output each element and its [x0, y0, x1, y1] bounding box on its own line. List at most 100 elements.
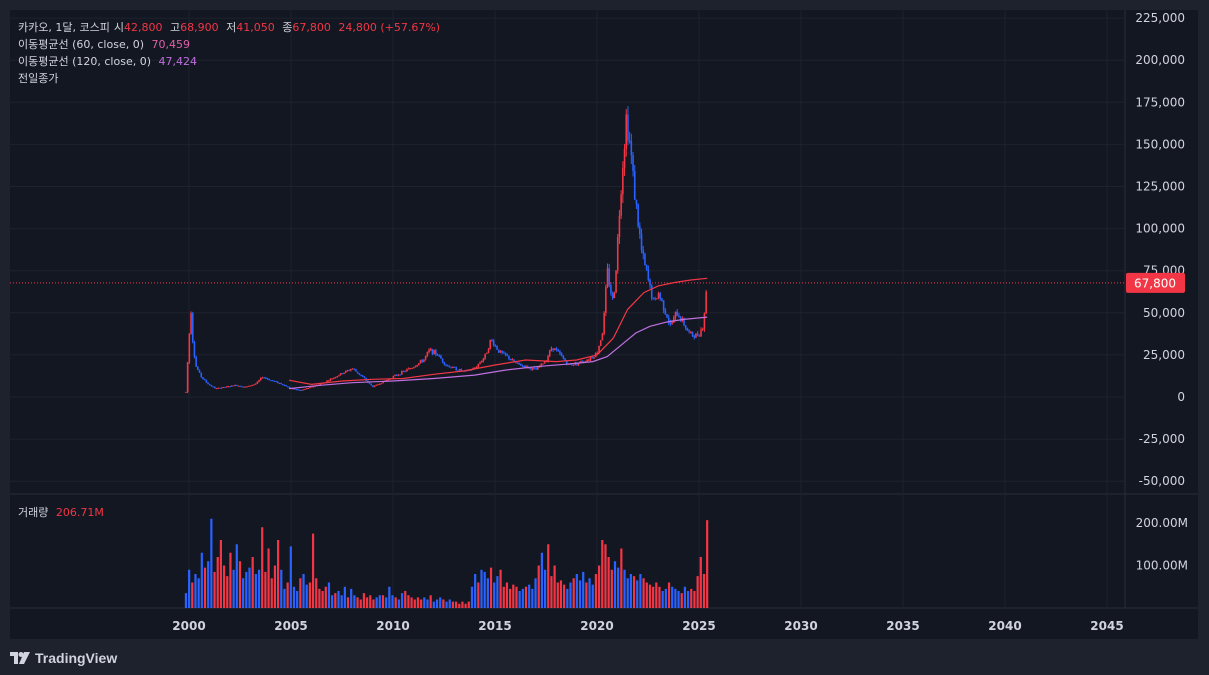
volume-bar	[445, 601, 448, 608]
candle-body	[231, 385, 233, 387]
candle-body	[344, 370, 347, 373]
volume-bar	[203, 567, 207, 608]
candle-body	[475, 366, 478, 368]
candle-body	[649, 279, 651, 286]
candle-body	[698, 335, 701, 337]
candle-body	[601, 333, 604, 341]
price-tick-label: 225,000	[1135, 11, 1185, 25]
candle-body	[191, 313, 194, 343]
price-tick-label: 50,000	[1143, 306, 1185, 320]
candle-body	[650, 285, 653, 299]
legend-volume[interactable]: 거래량 206.71M	[18, 504, 108, 520]
time-tick-label: 2020	[580, 619, 613, 633]
candle-body	[518, 362, 520, 365]
candle-body	[479, 362, 481, 364]
volume-bar	[207, 561, 210, 608]
candle-body	[611, 293, 614, 299]
candle-body	[256, 381, 259, 384]
candle-body	[486, 352, 488, 354]
candle-body	[627, 114, 629, 141]
tradingview-logo[interactable]: TradingView	[10, 649, 117, 667]
volume-bar	[591, 584, 594, 608]
chart-canvas[interactable]: 225,000 200,000 175,000 150,000 125,000 100,0…	[10, 10, 1198, 639]
volume-bar	[502, 586, 505, 608]
candle-body	[278, 382, 281, 384]
volume-bar	[343, 586, 346, 608]
ma60-value: 70,459	[151, 38, 191, 51]
volume-bar	[375, 597, 378, 608]
candle-body	[497, 349, 500, 353]
price-tick-label: 25,000	[1143, 348, 1185, 362]
volume-bar	[213, 571, 216, 608]
volume-bar	[493, 582, 496, 608]
candle-body	[355, 369, 357, 372]
candle-body	[540, 363, 543, 367]
volume-bar	[537, 565, 540, 608]
legend-ma60[interactable]: 이동평균선 (60, close, 0) 70,459	[18, 36, 194, 52]
candle-body	[588, 359, 590, 361]
candle-body	[652, 298, 655, 300]
legend-ma120[interactable]: 이동평균선 (120, close, 0) 47,424	[18, 53, 201, 69]
candle-body	[528, 367, 531, 369]
candle-body	[343, 372, 345, 374]
volume-bar	[400, 593, 404, 608]
candle-body	[363, 376, 366, 379]
volume-bar	[420, 599, 423, 608]
candle-body	[520, 364, 522, 366]
volume-bar	[283, 588, 286, 608]
candle-body	[373, 385, 376, 388]
candle-body	[450, 367, 452, 369]
candle-body	[669, 322, 672, 325]
candle-body	[210, 385, 213, 387]
volume-bar	[556, 582, 559, 608]
candle-body	[236, 384, 238, 386]
candle-body	[368, 382, 371, 384]
volume-bar	[362, 593, 366, 608]
candle-body	[593, 357, 595, 359]
volume-bar	[229, 552, 232, 608]
candle-body	[242, 386, 245, 388]
legend-open: 42,800	[123, 21, 163, 34]
candle-body	[287, 386, 289, 388]
volume-bar	[629, 574, 632, 608]
candle-body	[326, 380, 328, 383]
candle-body	[263, 377, 265, 379]
volume-bar	[254, 574, 257, 608]
candle-body	[377, 384, 379, 386]
volume-bar	[632, 576, 636, 608]
candle-body	[334, 377, 337, 379]
candle-body	[489, 339, 492, 349]
candle-body	[215, 388, 218, 390]
volume-bar	[540, 552, 544, 608]
legend-low: 41,050	[236, 21, 275, 34]
candle-body	[222, 386, 225, 388]
candle-body	[564, 358, 566, 361]
candle-body	[482, 358, 485, 362]
candle-body	[282, 383, 284, 386]
volume-bar	[553, 565, 556, 608]
candle-body	[516, 362, 519, 364]
volume-bar	[391, 595, 394, 608]
legend-prev-close[interactable]: 전일종가	[18, 70, 62, 86]
volume-bar	[699, 557, 702, 608]
volume-bar	[642, 578, 645, 608]
candle-body	[268, 379, 271, 381]
candle-body	[300, 389, 303, 391]
candle-body	[338, 375, 340, 377]
candle-body	[399, 374, 401, 376]
volume-bar	[677, 591, 680, 608]
volume-bar	[197, 578, 200, 608]
candle-body	[441, 358, 444, 363]
volume-bar	[489, 567, 493, 608]
volume-bar	[683, 586, 687, 608]
candle-body	[598, 345, 600, 354]
candle-body	[552, 348, 554, 351]
candle-body	[372, 385, 374, 388]
volume-bar	[442, 599, 445, 608]
volume-bar	[671, 586, 674, 608]
candle-body	[331, 378, 333, 380]
time-tick-label: 2005	[274, 619, 307, 633]
volume-bar	[655, 582, 658, 608]
time-tick-label: 2035	[886, 619, 919, 633]
candle-body	[586, 360, 588, 362]
